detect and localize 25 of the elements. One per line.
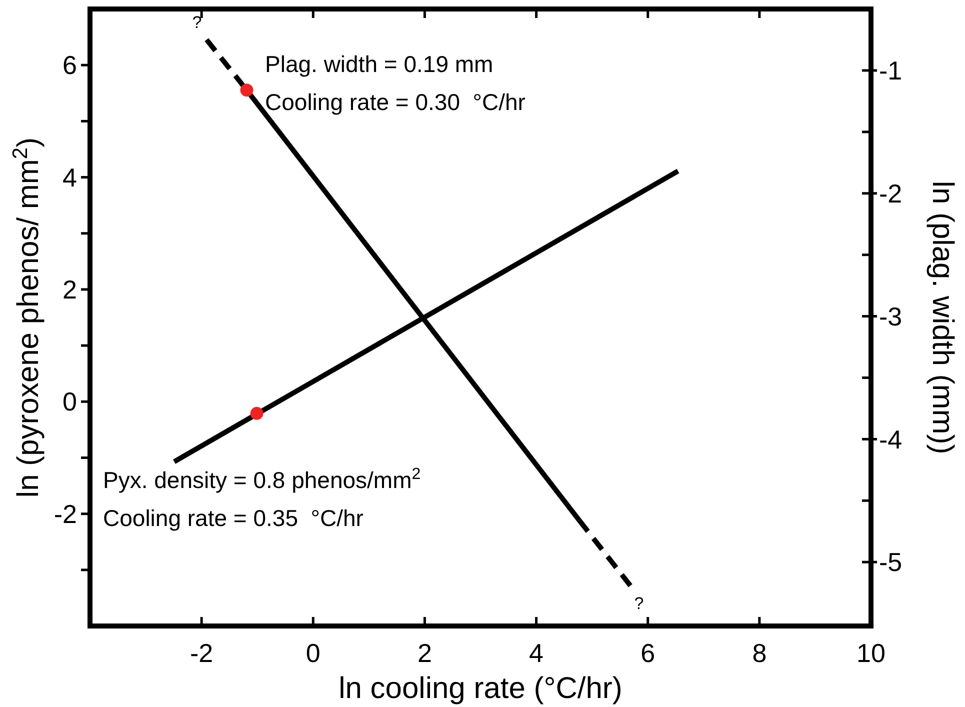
x-tick-label: -2 bbox=[190, 638, 214, 668]
x-tick-label: 0 bbox=[306, 638, 320, 668]
y-tick-label: 4 bbox=[62, 162, 77, 192]
x-tick-label: 6 bbox=[640, 638, 656, 668]
y2-tick-label: -3 bbox=[879, 301, 902, 332]
y-tick-label: -2 bbox=[54, 498, 77, 529]
y2-tick-label: -5 bbox=[879, 547, 902, 578]
y2-tick-label: -4 bbox=[879, 424, 902, 454]
x-axis-title: ln cooling rate (°C/hr) bbox=[338, 672, 622, 705]
y2-tick-label: -1 bbox=[879, 56, 902, 86]
y2-tick-label: -2 bbox=[879, 178, 902, 208]
y-tick-label: 0 bbox=[62, 386, 77, 417]
annotation: Cooling rate = 0.35 °C/hr bbox=[103, 505, 364, 531]
y2-axis-title: ln (plag. width (mm)) bbox=[926, 180, 959, 454]
annotation: ? bbox=[192, 13, 202, 32]
y-tick-label: 6 bbox=[62, 50, 77, 80]
y-tick-label: 2 bbox=[62, 274, 77, 305]
x-tick-label: 8 bbox=[752, 638, 767, 668]
annotation: Pyx. density = 0.8 phenos/mm$^{2}$ bbox=[103, 465, 421, 493]
annotation: ? bbox=[634, 594, 644, 613]
annotation: Cooling rate = 0.30 °C/hr bbox=[265, 89, 526, 115]
x-tick-label: 10 bbox=[856, 638, 886, 668]
x-tick-label: 4 bbox=[529, 638, 544, 668]
annotation: Plag. width = 0.19 mm bbox=[265, 51, 494, 77]
x-tick-label: 2 bbox=[417, 638, 432, 668]
